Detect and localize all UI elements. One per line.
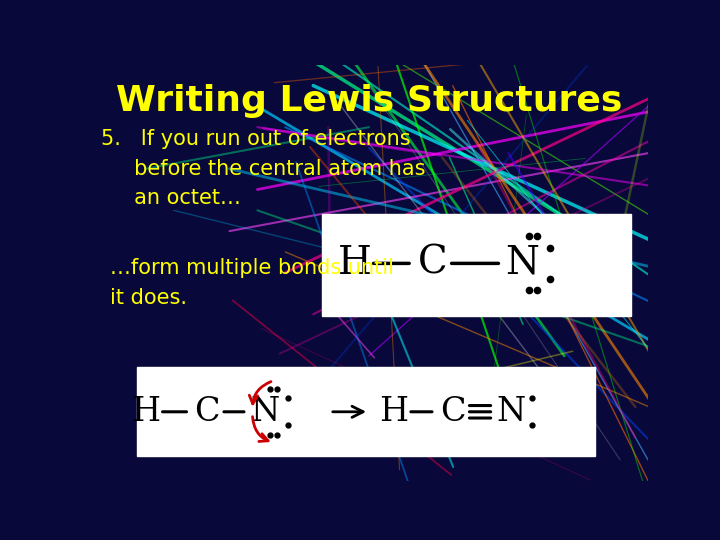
Text: C: C [418,245,448,282]
Text: N: N [497,396,526,428]
Text: H: H [379,396,409,428]
Bar [322,214,631,316]
Text: N: N [505,245,539,282]
Text: …form multiple bonds until
it does.: …form multiple bonds until it does. [109,258,394,308]
Text: Writing Lewis Structures: Writing Lewis Structures [116,84,622,118]
Text: N: N [250,396,279,428]
Text: H: H [338,245,372,282]
Bar [138,367,595,456]
Text: C: C [440,396,465,428]
Text: C: C [194,396,220,428]
Text: H: H [131,396,161,428]
Text: 5.   If you run out of electrons
     before the central atom has
     an octet…: 5. If you run out of electrons before th… [101,129,426,208]
